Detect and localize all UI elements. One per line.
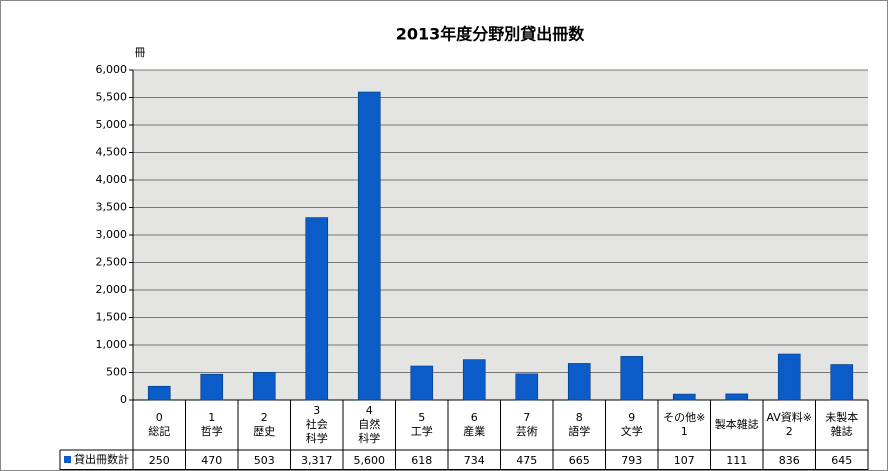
bar	[777, 353, 801, 401]
x-tick-label-line: 文学	[621, 424, 643, 438]
table-value: 3,317	[301, 454, 333, 467]
x-tick-label-line: 自然	[358, 417, 380, 431]
x-tick-label-line: AV資料※	[766, 410, 812, 424]
x-tick-label-line: 3	[313, 404, 320, 417]
y-tick-label: 2,500	[96, 256, 128, 269]
y-tick-label: 3,000	[96, 228, 128, 241]
x-tick-label-line: 総記	[148, 424, 170, 438]
legend-label: 貸出冊数計	[74, 452, 129, 466]
x-tick-label: 4 自然科学	[358, 404, 380, 445]
x-tick-label: 1 哲学	[201, 411, 223, 438]
table-value: 618	[411, 454, 432, 467]
x-tick-label: 3 社会科学	[306, 404, 328, 445]
table-value: 645	[831, 454, 852, 467]
table-value: 734	[464, 454, 485, 467]
x-tick-label-line: 科学	[306, 431, 328, 445]
bar	[147, 385, 171, 401]
table-value: 503	[254, 454, 275, 467]
x-tick-label-line: 産業	[463, 425, 485, 438]
bar	[410, 365, 434, 401]
y-tick-label: 1,500	[96, 311, 128, 324]
bar	[725, 393, 749, 401]
bar	[305, 217, 329, 401]
y-tick-label: 4,000	[96, 173, 128, 186]
x-tick-label-line: 6	[471, 411, 478, 424]
x-tick-label-line: 4	[366, 404, 373, 417]
x-tick-label-line: 8	[576, 411, 583, 424]
x-tick-label-line: 哲学	[201, 424, 223, 438]
x-tick-label-line: 芸術	[516, 425, 538, 438]
x-tick-label-line: 社会	[306, 417, 328, 431]
x-tick-label: 未製本雑誌	[825, 410, 858, 438]
table-value: 5,600	[354, 454, 386, 467]
x-tick-label-line: 1	[208, 411, 215, 424]
x-tick-label: 6 産業	[463, 411, 485, 438]
bar	[200, 373, 224, 401]
x-tick-label-line: 5	[418, 411, 425, 424]
bar	[672, 393, 696, 401]
table-value: 665	[569, 454, 590, 467]
y-tick-label: 500	[106, 366, 127, 379]
table-value: 793	[621, 454, 642, 467]
y-tick-label: 0	[120, 393, 127, 406]
table-value: 475	[516, 454, 537, 467]
chart-title: 2013年度分野別貸出冊数	[396, 25, 586, 44]
legend-swatch	[64, 456, 71, 463]
x-tick-label-line: その他※	[663, 411, 705, 424]
x-tick-label: 0 総記	[148, 411, 170, 438]
table-value: 470	[201, 454, 222, 467]
y-tick-label: 3,500	[96, 201, 128, 214]
x-tick-label-line: 製本雑誌	[715, 417, 759, 431]
x-tick-label: AV資料※ 2	[766, 410, 812, 438]
x-tick-label-line: 7	[523, 411, 530, 424]
x-tick-label-line: 1	[681, 425, 688, 438]
bar	[357, 91, 381, 401]
y-tick-label: 4,500	[96, 146, 128, 159]
bar	[567, 363, 591, 401]
table-value: 250	[149, 454, 170, 467]
bar	[620, 356, 644, 401]
x-tick-label: 2 歴史	[253, 411, 275, 438]
x-tick-label-line: 雑誌	[831, 424, 853, 438]
x-tick-label-line: 工学	[411, 424, 433, 438]
bar	[515, 373, 539, 401]
table-value: 836	[779, 454, 800, 467]
x-tick-label-line: 語学	[568, 424, 590, 438]
table-value: 111	[726, 454, 747, 467]
x-tick-label-line: 科学	[358, 431, 380, 445]
y-tick-label: 5,000	[96, 118, 128, 131]
x-tick-label-line: 2	[261, 411, 268, 424]
x-tick-label-line: 未製本	[825, 410, 858, 424]
x-tick-label: 9 文学	[621, 411, 643, 438]
x-tick-label: 製本雑誌	[715, 417, 759, 431]
x-tick-label: 7 芸術	[516, 411, 538, 438]
y-tick-label: 2,000	[96, 283, 128, 296]
x-tick-label-line: 0	[156, 411, 163, 424]
bar	[830, 364, 854, 401]
x-tick-label: 5 工学	[411, 411, 433, 438]
bar	[252, 372, 276, 401]
x-tick-label-line: 歴史	[253, 425, 275, 438]
x-tick-label: 8 語学	[568, 411, 590, 438]
y-tick-label: 6,000	[96, 63, 128, 76]
y-tick-label: 5,500	[96, 91, 128, 104]
y-tick-label: 1,000	[96, 338, 128, 351]
x-tick-label-line: 2	[786, 425, 793, 438]
table-value: 107	[674, 454, 695, 467]
y-unit: 冊	[135, 46, 146, 59]
x-tick-label: その他※ 1	[663, 411, 705, 438]
bar	[462, 359, 486, 401]
x-tick-label-line: 9	[628, 411, 635, 424]
